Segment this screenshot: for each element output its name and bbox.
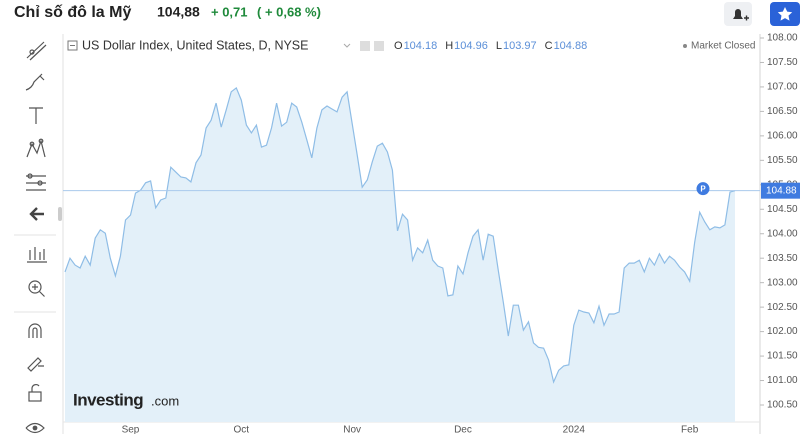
pencil-lock-tool[interactable] xyxy=(27,357,44,372)
close-icon[interactable] xyxy=(374,41,384,51)
text-tool[interactable] xyxy=(29,107,43,124)
price: 104,88 xyxy=(157,4,200,20)
fib-tool[interactable] xyxy=(26,173,46,191)
watchlist-button[interactable] xyxy=(770,2,800,26)
lock-tool[interactable] xyxy=(28,384,42,402)
x-tick-label: Sep xyxy=(122,425,140,434)
page-title: Chỉ số đô la Mỹ xyxy=(14,4,131,21)
area-fill xyxy=(65,87,735,423)
ohlc-legend: O 104.18 H 104.96 L 103.97 C 104.88 xyxy=(394,40,587,52)
y-tick-label: 101.50 xyxy=(767,351,798,362)
y-tick-label: 104.00 xyxy=(767,228,798,239)
x-tick-label: Feb xyxy=(681,425,699,434)
marker-badge xyxy=(696,182,710,196)
y-tick-label: 107.00 xyxy=(767,82,798,93)
ohlc-value: 103.97 xyxy=(503,40,537,52)
marker-label: P xyxy=(700,184,706,193)
ohlc-value: 104.96 xyxy=(454,40,488,52)
y-tick-label: 101.00 xyxy=(767,375,798,386)
ohlc-key: L xyxy=(496,40,502,52)
x-tick-label: Oct xyxy=(234,425,250,434)
y-tick-label: 100.50 xyxy=(767,400,798,411)
y-tick-label: 108.00 xyxy=(767,33,798,44)
chart-title: US Dollar Index, United States, D, NYSE xyxy=(82,38,308,52)
back-button[interactable] xyxy=(29,207,44,221)
y-tick-label: 106.50 xyxy=(767,106,798,117)
y-tick-label: 102.00 xyxy=(767,326,798,337)
last-price-label: 104.88 xyxy=(766,185,797,196)
y-tick-label: 106.00 xyxy=(767,131,798,142)
x-tick-label: Dec xyxy=(454,425,472,434)
last-price-tag xyxy=(761,182,800,199)
logo-suffix: .com xyxy=(151,393,179,408)
magnet-tool[interactable] xyxy=(28,323,42,338)
collapse-button[interactable] xyxy=(67,40,78,51)
y-tick-label: 102.50 xyxy=(767,302,798,313)
y-tick-label: 103.00 xyxy=(767,277,798,288)
alert-button[interactable] xyxy=(724,2,752,26)
visibility-tool[interactable] xyxy=(25,422,45,434)
toolbar xyxy=(14,41,56,434)
logo-brand: Investing xyxy=(73,390,143,409)
change-percent: ( + 0,68 %) xyxy=(257,4,321,19)
panel-handle[interactable] xyxy=(58,207,62,221)
x-tick-label: Nov xyxy=(343,425,361,434)
ohlc-value: 104.18 xyxy=(404,40,438,52)
zoom-tool[interactable] xyxy=(28,280,45,297)
plot xyxy=(64,86,736,423)
pattern-tool[interactable] xyxy=(26,138,46,158)
ohlc-key: O xyxy=(394,40,403,52)
y-tick-label: 107.50 xyxy=(767,57,798,68)
status-dot xyxy=(683,44,687,48)
brush-tool[interactable] xyxy=(25,73,45,91)
y-tick-label: 103.50 xyxy=(767,253,798,264)
indicator-tool[interactable] xyxy=(27,247,47,263)
symbol-dropdown[interactable] xyxy=(343,43,351,48)
settings-icon[interactable] xyxy=(360,41,370,51)
price-line xyxy=(64,86,736,384)
ohlc-value: 104.88 xyxy=(554,40,588,52)
y-tick-label: 104.50 xyxy=(767,204,798,215)
change: + 0,71 xyxy=(211,4,248,19)
ohlc-key: C xyxy=(545,40,553,52)
x-tick-label: 2024 xyxy=(563,425,586,434)
y-tick-label: 105.50 xyxy=(767,155,798,166)
ohlc-key: H xyxy=(445,40,453,52)
trend-line-tool[interactable] xyxy=(26,41,47,61)
market-status: Market Closed xyxy=(691,41,755,52)
